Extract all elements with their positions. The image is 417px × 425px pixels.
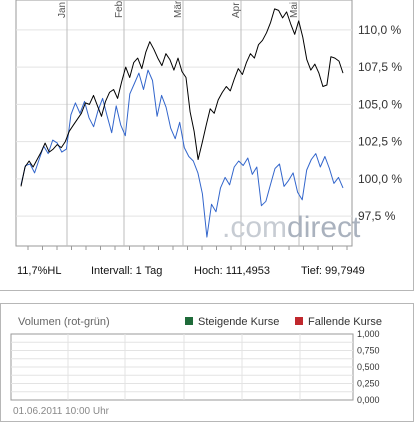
volume-y-tick-label: 0,000	[357, 395, 380, 405]
month-label: Mai	[289, 2, 300, 18]
y-tick-label: 102,5 %	[358, 135, 402, 149]
volume-chart: Volumen (rot-grün) Steigende Kurse Falle…	[10, 316, 382, 417]
high-value: Hoch: 111,4953	[194, 265, 271, 277]
y-tick-label: 100,0 %	[358, 172, 402, 186]
series-line-black	[20, 8, 344, 187]
month-label: Mär	[173, 0, 184, 18]
month-label: Jan	[57, 2, 68, 18]
interval-label: Intervall: 1 Tag	[91, 265, 163, 277]
y-tick-label: 97,5 %	[358, 209, 396, 223]
stats-row: 11,7%HL Intervall: 1 Tag Hoch: 111,4953 …	[0, 263, 414, 281]
price-chart: Jan Feb Mär Apr Mai 110,0 % 107,5 % 105,0 % 102…	[15, 0, 402, 250]
watermark-part1: .com	[222, 211, 287, 244]
series-line-blue	[20, 69, 344, 238]
price-chart-panel: Jan Feb Mär Apr Mai 110,0 % 107,5 % 105,0 % 102…	[0, 0, 414, 291]
legend-falling-swatch	[295, 317, 303, 325]
volume-y-tick-label: 0,750	[357, 346, 380, 356]
low-value: Tief: 99,7949	[301, 265, 365, 277]
month-label: Apr	[231, 2, 242, 18]
watermark-part2: direct	[287, 211, 361, 244]
legend-rising-label: Steigende Kurse	[198, 316, 279, 328]
legend-falling-label: Fallende Kurse	[308, 316, 382, 328]
legend-rising-swatch	[185, 317, 193, 325]
month-label: Feb	[114, 0, 125, 18]
volume-y-tick-label: 0,250	[357, 379, 380, 389]
comdirect-watermark: .comdirect	[222, 211, 361, 244]
volume-title: Volumen (rot-grün)	[18, 316, 110, 328]
volume-y-tick-label: 1,000	[357, 329, 380, 339]
plot-area	[15, 0, 353, 247]
volume-y-tick-label: 0,500	[357, 362, 380, 372]
hl-percent: 11,7%HL	[17, 265, 62, 277]
y-tick-label: 107,5 %	[358, 60, 402, 74]
y-tick-label: 105,0 %	[358, 97, 402, 111]
y-tick-label: 110,0 %	[358, 23, 401, 37]
volume-chart-panel: Volumen (rot-grün) Steigende Kurse Falle…	[0, 303, 414, 422]
timestamp: 01.06.2011 10:00 Uhr	[13, 406, 110, 417]
